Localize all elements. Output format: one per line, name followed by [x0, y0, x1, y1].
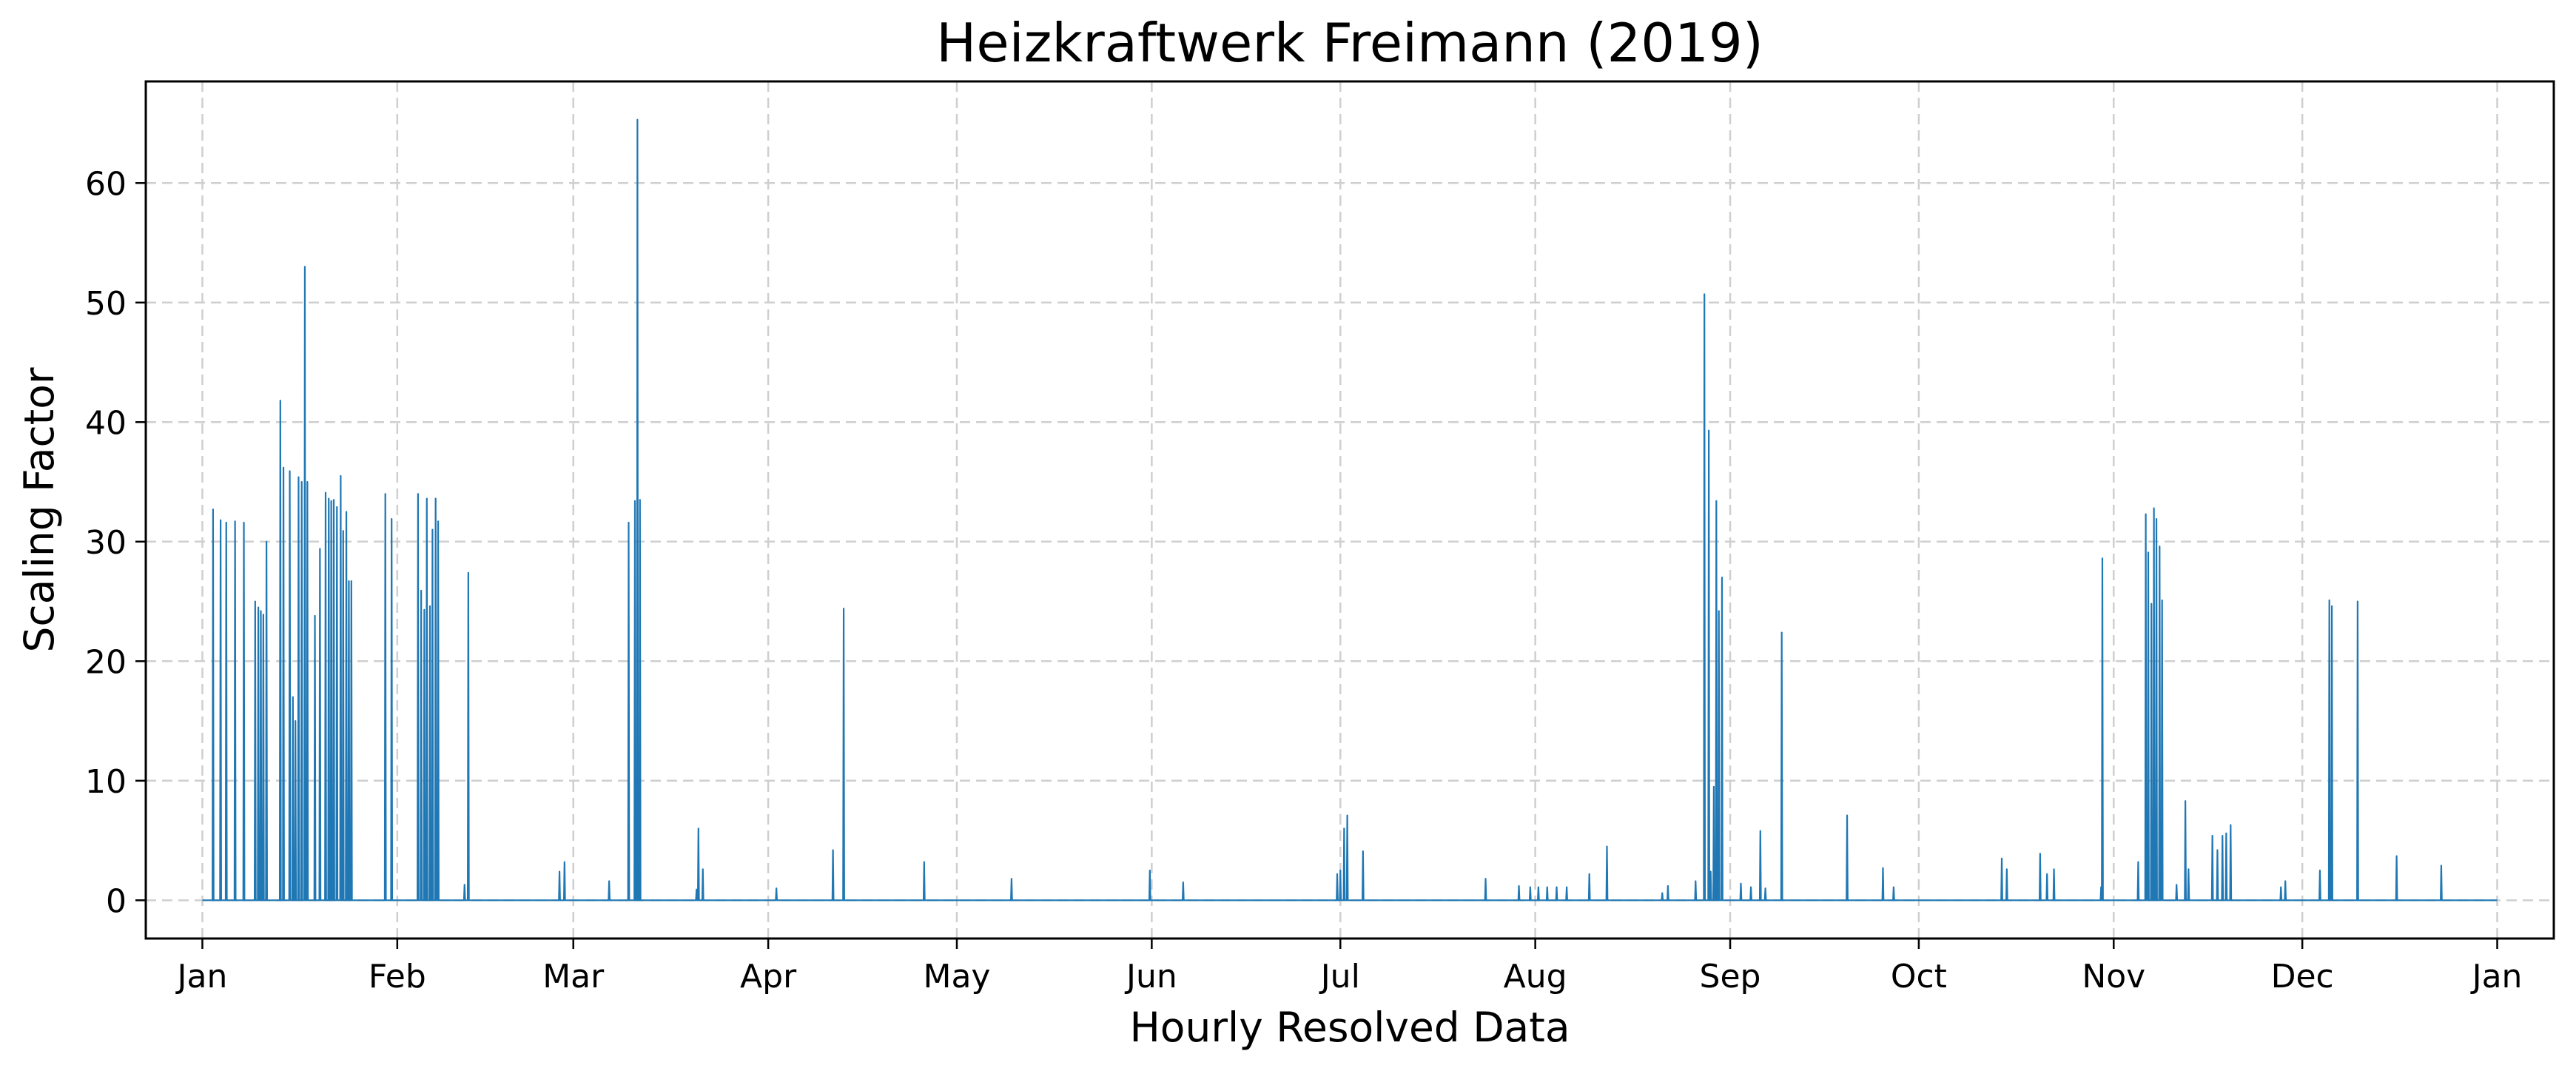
y-tick-label: 60 — [85, 165, 127, 203]
x-tick-label: Mar — [542, 958, 605, 996]
series-layer — [202, 118, 2498, 902]
y-axis-title: Scaling Factor — [16, 367, 63, 652]
x-tick-label: Jan — [175, 958, 228, 996]
y-axis-ticks: 0 10 20 30 40 50 60 — [85, 165, 146, 920]
x-tick-label: Apr — [740, 958, 797, 996]
x-tick-label: Aug — [1504, 958, 1567, 996]
x-tick-label: Jul — [1319, 958, 1360, 996]
y-tick-label: 0 — [106, 882, 127, 920]
plot-frame — [144, 80, 2555, 940]
y-tick-label: 10 — [85, 763, 127, 801]
y-tick-label: 50 — [85, 285, 127, 323]
x-axis-ticks: Jan Feb Mar Apr May Jun Jul Aug Sep Oct Nov Dec Jan — [175, 939, 2523, 996]
x-axis-title: Hourly Resolved Data — [1129, 1004, 1570, 1051]
x-tick-label: Jan — [2470, 958, 2523, 996]
y-tick-label: 20 — [85, 643, 127, 681]
x-tick-label: May — [924, 958, 991, 996]
x-tick-label: Dec — [2271, 958, 2334, 996]
x-tick-label: Feb — [369, 958, 426, 996]
y-tick-label: 30 — [85, 524, 127, 562]
x-tick-label: Jun — [1124, 958, 1177, 996]
grid-layer — [146, 81, 2554, 939]
y-tick-label: 40 — [85, 404, 127, 442]
chart-title: Heizkraftwerk Freimann (2019) — [936, 12, 1763, 74]
x-tick-label: Sep — [1700, 958, 1761, 996]
series-line — [202, 118, 2498, 902]
x-tick-label: Nov — [2082, 958, 2145, 996]
x-tick-label: Oct — [1891, 958, 1947, 996]
